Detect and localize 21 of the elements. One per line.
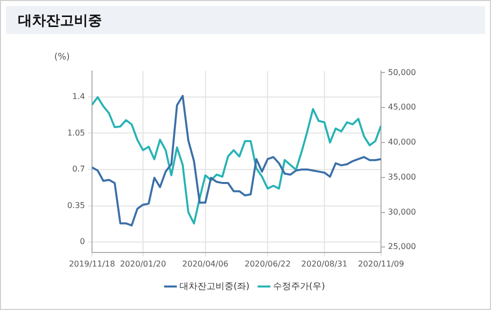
chart-title: 대차잔고비중 xyxy=(18,12,102,30)
y2-tick-label: 40,000 xyxy=(388,138,416,147)
y2-tick-label: 45,000 xyxy=(388,102,416,112)
x-tick-label: 2019/11/18 xyxy=(68,259,116,268)
y-tick-label: 0.35 xyxy=(67,200,85,210)
x-tick-label: 2020/04/06 xyxy=(182,259,228,268)
y-tick-label: 1.4 xyxy=(72,92,85,101)
y-axis-title: (%) xyxy=(54,52,70,62)
y2-tick-label: 50,000 xyxy=(388,68,416,77)
x-tick-label: 2020/06/22 xyxy=(244,259,291,268)
x-tick-label: 2020/08/31 xyxy=(301,259,348,268)
y2-tick-label: 30,000 xyxy=(388,207,416,216)
y2-tick-label: 35,000 xyxy=(388,172,416,182)
legend-label: 수정주가(우) xyxy=(273,282,326,292)
y-tick-label: 0 xyxy=(80,237,85,246)
x-tick-label: 2020/11/09 xyxy=(358,259,404,268)
x-tick-label: 2020/01/20 xyxy=(120,259,166,268)
y2-tick-label: 25,000 xyxy=(388,242,416,252)
y-tick-label: 0.7 xyxy=(72,164,85,174)
y-tick-label: 1.05 xyxy=(67,128,85,138)
legend-label: 대차잔고비중(좌) xyxy=(179,282,250,292)
